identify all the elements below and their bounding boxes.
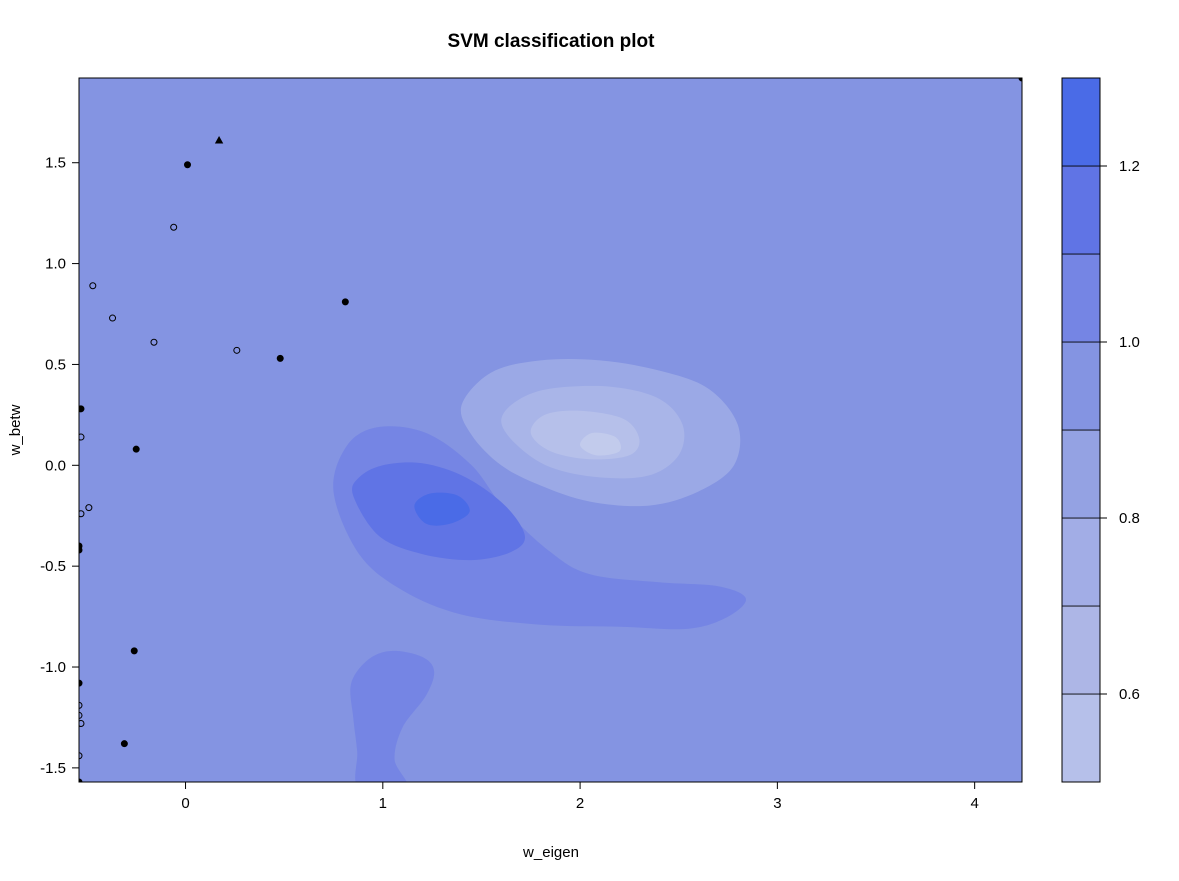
data-point-open — [170, 223, 178, 231]
y-tick-label: 0.5 — [45, 356, 66, 373]
legend-color-band — [1061, 253, 1101, 343]
contour-region-high-lower-blob — [350, 650, 435, 782]
x-tick-label: 2 — [576, 795, 584, 812]
data-point-open — [79, 701, 83, 709]
data-point-filled — [341, 298, 349, 306]
color-legend: 0.6 0.8 1.0 1.2 — [1061, 77, 1140, 783]
legend-tick-label: 1.0 — [1119, 334, 1140, 351]
y-tick-label: -1.0 — [40, 659, 66, 676]
data-point-filled — [130, 647, 138, 655]
legend-color-band — [1061, 341, 1101, 431]
chart-title: SVM classification plot — [448, 31, 656, 52]
legend-color-band — [1061, 429, 1101, 519]
data-point-open — [79, 433, 85, 441]
data-point-filled — [120, 740, 128, 748]
legend-color-band — [1061, 77, 1101, 167]
legend-color-band — [1061, 517, 1101, 607]
x-tick-label: 4 — [970, 795, 978, 812]
contour-region-low-0.5-0.6 — [580, 432, 621, 456]
legend-tick-label: 0.6 — [1119, 686, 1140, 703]
data-point-filled — [79, 405, 85, 413]
data-point-open — [79, 720, 85, 728]
plot-border — [78, 77, 1023, 783]
data-point-open — [233, 346, 241, 354]
data-point-open — [79, 510, 85, 518]
plot-area — [78, 77, 1023, 783]
legend-border — [1061, 77, 1101, 783]
data-point-filled — [1018, 78, 1022, 82]
y-tick-label: 0.0 — [45, 457, 66, 474]
data-point-filled — [132, 445, 140, 453]
legend-color-band — [1061, 165, 1101, 255]
data-point-open — [89, 282, 97, 290]
data-point-filled — [79, 679, 83, 687]
x-tick-label: 0 — [181, 795, 189, 812]
x-tick-label: 3 — [773, 795, 781, 812]
data-point-open — [79, 711, 83, 719]
data-point-open — [85, 504, 93, 512]
legend-color-band — [1061, 605, 1101, 695]
legend-tick-label: 1.2 — [1119, 158, 1140, 175]
x-axis: 0 1 2 3 4 — [181, 782, 979, 812]
legend-color-band — [1061, 693, 1101, 783]
data-point-filled — [79, 778, 83, 782]
y-axis-label: w_betw — [7, 404, 24, 456]
x-axis-label: w_eigen — [522, 844, 579, 861]
data-point-open — [79, 752, 83, 760]
data-point-filled — [184, 161, 192, 169]
y-tick-label: 1.5 — [45, 155, 66, 172]
legend-tick-label: 0.8 — [1119, 510, 1140, 527]
data-point-triangle — [214, 136, 224, 144]
data-points — [79, 78, 1022, 782]
y-tick-label: 1.0 — [45, 256, 66, 273]
y-axis: -1.5 -1.0 -0.5 0.0 0.5 1.0 1.5 — [40, 155, 79, 777]
y-tick-label: -1.5 — [40, 760, 66, 777]
contour-region-high-1.2-1.3 — [414, 492, 470, 526]
data-point-filled — [276, 354, 284, 362]
data-point-open — [109, 314, 117, 322]
data-point-open — [150, 338, 158, 346]
contour-regions — [333, 359, 746, 782]
data-point-filled — [79, 546, 83, 554]
x-tick-label: 1 — [379, 795, 387, 812]
y-tick-label: -0.5 — [40, 558, 66, 575]
